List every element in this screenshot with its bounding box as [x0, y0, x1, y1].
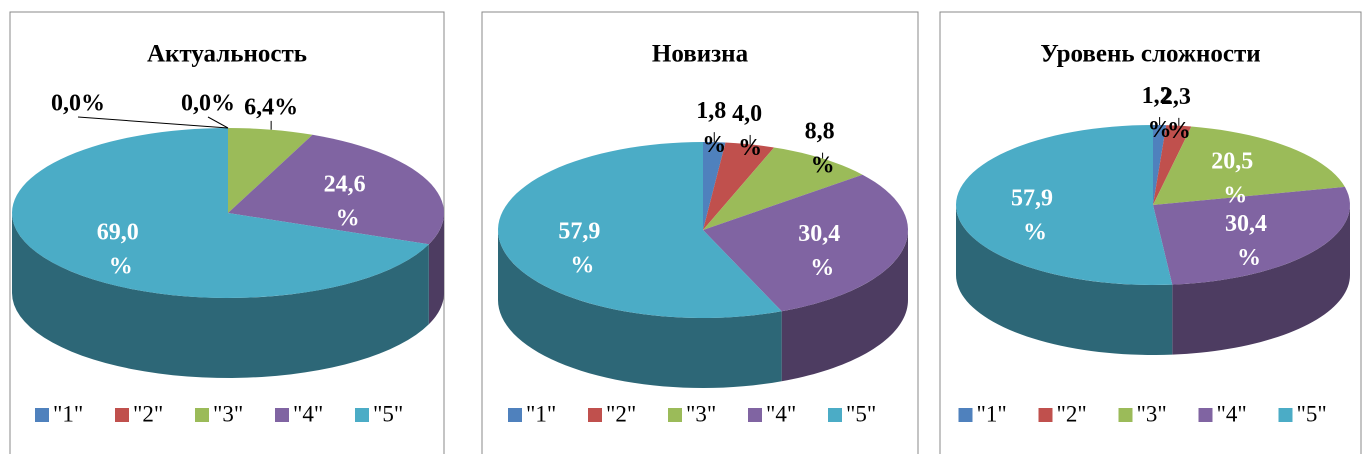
- legend-swatch: [275, 408, 289, 422]
- legend-swatch: [588, 408, 602, 422]
- legend-swatch: [1278, 408, 1293, 422]
- legend-swatch: [828, 408, 842, 422]
- slice: [1153, 186, 1350, 285]
- data-label: 30,4 %: [1225, 210, 1273, 270]
- data-label: 57,9 %: [1011, 185, 1059, 245]
- legend-swatch: [115, 408, 129, 422]
- legend-swatch: [195, 408, 209, 422]
- data-label: 0,0%: [181, 91, 235, 117]
- legend-label: "4": [766, 401, 796, 426]
- slice: [703, 142, 775, 230]
- slice-side: [956, 205, 1173, 355]
- legend-swatch: [748, 408, 762, 422]
- data-label: 24,6 %: [324, 171, 372, 231]
- chart-title: Уровень сложности: [1040, 41, 1260, 68]
- data-label: 69,0 %: [97, 219, 145, 279]
- data-label: 30,4 %: [798, 221, 846, 281]
- slice: [1153, 126, 1345, 205]
- legend-label: "2": [1057, 401, 1087, 426]
- legend-swatch: [508, 408, 522, 422]
- slice: [1153, 125, 1192, 205]
- slice: [703, 142, 726, 230]
- slice: [498, 142, 782, 318]
- slice: [1153, 125, 1167, 205]
- data-label: 8,8 %: [805, 118, 841, 178]
- data-label: 0,0%: [51, 91, 105, 117]
- slice-side: [498, 230, 782, 388]
- legend-swatch: [668, 408, 682, 422]
- legend-label: "5": [846, 401, 876, 426]
- legend-label: "3": [213, 401, 243, 426]
- data-label: 2,3 %: [1161, 83, 1197, 143]
- slice: [228, 128, 313, 213]
- legend-label: "2": [133, 401, 163, 426]
- slice-side: [12, 213, 429, 378]
- legend-label: "1": [977, 401, 1007, 426]
- legend-label: "4": [1217, 401, 1247, 426]
- slice-side: [428, 213, 444, 325]
- slice: [703, 147, 863, 230]
- slice: [703, 174, 908, 312]
- slice: [956, 125, 1173, 285]
- data-label: 57,9 %: [558, 218, 606, 278]
- leader-line: [77, 116, 229, 129]
- leader-line: [207, 116, 229, 129]
- data-label: 1,2 %: [1142, 83, 1178, 143]
- legend-label: "5": [373, 401, 403, 426]
- legend-swatch: [1198, 408, 1213, 422]
- legend-label: "3": [686, 401, 716, 426]
- legend-label: "5": [1297, 401, 1327, 426]
- legend-label: "2": [606, 401, 636, 426]
- slice-side: [781, 230, 908, 382]
- legend-label: "3": [1137, 401, 1167, 426]
- slice: [12, 128, 429, 298]
- legend-swatch: [355, 408, 369, 422]
- legend-label: "1": [53, 401, 83, 426]
- chart-title: Актуальность: [147, 41, 307, 68]
- legend-swatch: [1118, 408, 1133, 422]
- slice: [228, 134, 444, 245]
- data-label: 1,8 %: [696, 98, 732, 158]
- legend-swatch: [1038, 408, 1053, 422]
- data-label: 20,5 %: [1211, 148, 1259, 208]
- legend-label: "1": [526, 401, 556, 426]
- data-label: 6,4%: [244, 94, 298, 120]
- slice-side: [1172, 205, 1350, 355]
- legend-label: "4": [293, 401, 323, 426]
- data-label: 4,0 %: [732, 100, 768, 160]
- legend-swatch: [35, 408, 49, 422]
- legend-swatch: [958, 408, 973, 422]
- chart-title: Новизна: [652, 41, 749, 68]
